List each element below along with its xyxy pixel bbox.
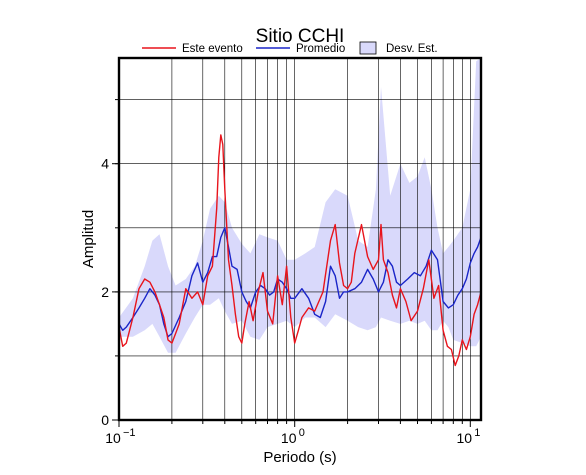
legend-item-este-evento: Este evento xyxy=(142,43,243,55)
x-tick-label-exp: 1 xyxy=(474,427,480,439)
series-layer xyxy=(118,134,482,367)
y-tick-label: 4 xyxy=(101,156,109,172)
x-tick-label: 10 1 xyxy=(457,427,481,446)
legend: Este evento Promedio Desv. Est. xyxy=(142,41,438,55)
x-axis-label: Periodo (s) xyxy=(263,449,336,466)
x-tick-label-base: 10 xyxy=(105,430,121,446)
legend-label: Promedio xyxy=(296,43,345,55)
x-tick-label-exp: −1 xyxy=(123,427,136,439)
legend-item-promedio: Promedio xyxy=(256,43,345,55)
x-tick-label-exp: 0 xyxy=(299,427,305,439)
legend-swatch xyxy=(359,41,377,55)
y-tick-label: 2 xyxy=(101,284,109,300)
x-tick-label: 10 0 xyxy=(281,427,305,446)
grid-layer xyxy=(119,58,481,420)
x-tick-label-base: 10 xyxy=(457,430,473,446)
plot-area xyxy=(117,56,483,422)
plot-frame xyxy=(117,56,483,422)
legend-label: Desv. Est. xyxy=(386,43,438,55)
std-dev-band xyxy=(119,58,481,353)
x-tick-label: 10 −1 xyxy=(105,427,135,446)
y-tick-label: 0 xyxy=(101,412,109,428)
legend-label: Este evento xyxy=(182,43,243,55)
x-tick-label-base: 10 xyxy=(281,430,297,446)
y-axis-label: Amplitud xyxy=(80,210,97,268)
band-layer xyxy=(119,58,481,353)
legend-item-desv-est-: Desv. Est. xyxy=(359,41,438,55)
chart-title: Sitio CCHI xyxy=(256,26,345,47)
series-line-este-evento xyxy=(118,134,482,367)
